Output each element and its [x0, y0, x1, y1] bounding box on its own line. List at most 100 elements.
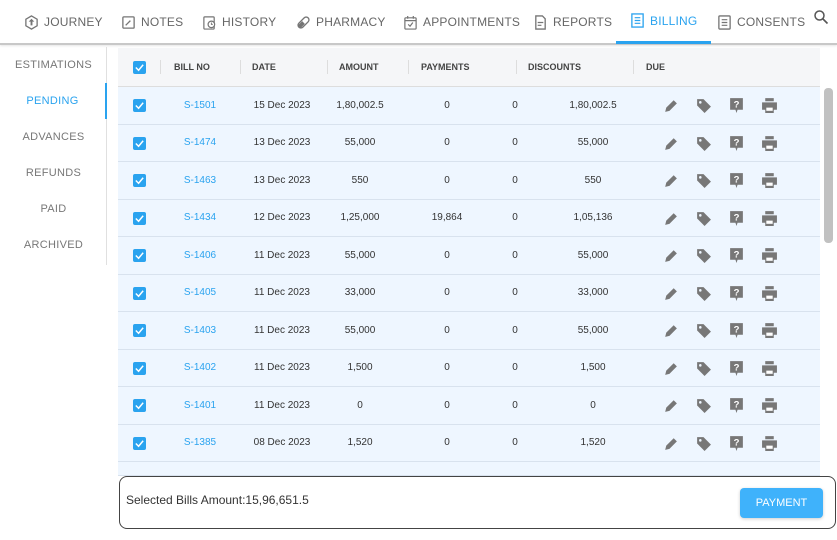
table-row[interactable]: S-1501 15 Dec 2023 1,80,002.5 0 0 1,80,0… [118, 87, 820, 125]
row-checkbox[interactable] [133, 99, 146, 112]
bill-discounts: 0 [512, 287, 518, 299]
table-row[interactable]: S-1401 11 Dec 2023 0 0 0 0? [118, 387, 820, 425]
row-checkbox[interactable] [133, 436, 146, 450]
help-icon[interactable]: ? [728, 397, 745, 414]
header-due[interactable]: DUE [646, 62, 666, 72]
bill-no-link[interactable]: S-1434 [183, 212, 217, 224]
help-icon[interactable]: ? [728, 97, 745, 114]
row-checkbox[interactable] [133, 249, 146, 262]
tag-icon[interactable] [695, 285, 712, 302]
bill-no-link[interactable]: S-1474 [183, 137, 217, 149]
row-checkbox[interactable] [133, 399, 146, 412]
print-icon[interactable] [761, 435, 778, 452]
edit-icon[interactable] [662, 210, 679, 227]
edit-icon[interactable] [662, 97, 679, 114]
print-icon[interactable] [761, 247, 778, 264]
table-row[interactable]: S-1405 11 Dec 2023 33,000 0 0 33,000? [118, 274, 820, 312]
bill-no-link[interactable]: S-1385 [183, 437, 217, 449]
header-discounts[interactable]: DISCOUNTS [528, 62, 582, 72]
tag-icon[interactable] [695, 435, 712, 452]
row-checkbox[interactable] [133, 136, 146, 150]
tag-icon[interactable] [695, 360, 712, 377]
search-icon[interactable] [813, 9, 829, 25]
sidebar-item-archived[interactable]: ARCHIVED [23, 239, 84, 251]
tab-journey[interactable]: JOURNEY [24, 0, 103, 44]
edit-icon[interactable] [662, 285, 679, 302]
tab-billing[interactable]: BILLING [616, 0, 712, 44]
bill-no-link[interactable]: S-1401 [183, 399, 217, 411]
row-checkbox[interactable] [133, 174, 146, 187]
row-checkbox[interactable] [133, 361, 146, 375]
header-bill-no[interactable]: BILL NO [174, 62, 210, 72]
edit-icon[interactable] [662, 172, 679, 189]
print-icon[interactable] [761, 285, 778, 302]
bill-no-link[interactable]: S-1402 [183, 362, 217, 374]
print-icon[interactable] [761, 397, 778, 414]
tag-icon[interactable] [695, 247, 712, 264]
bill-no-link[interactable]: S-1463 [183, 174, 217, 186]
bill-no-link[interactable]: S-1501 [183, 99, 217, 111]
edit-icon[interactable] [662, 397, 679, 414]
tag-icon[interactable] [695, 210, 712, 227]
edit-icon[interactable] [662, 135, 679, 152]
table-row[interactable]: S-1434 12 Dec 2023 1,25,000 19,864 0 1,0… [118, 199, 820, 237]
header-date[interactable]: DATE [252, 62, 276, 72]
tab-pharmacy[interactable]: PHARMACY [296, 0, 386, 44]
payment-button[interactable]: PAYMENT [740, 488, 823, 518]
help-icon[interactable]: ? [728, 247, 745, 264]
table-row[interactable]: S-1385 08 Dec 2023 1,520 0 0 1,520? [118, 424, 820, 462]
header-amount[interactable]: AMOUNT [339, 62, 379, 72]
bill-no-link[interactable]: S-1403 [183, 324, 217, 336]
tab-history[interactable]: HISTORY [202, 0, 276, 44]
tag-icon[interactable] [695, 322, 712, 339]
edit-icon[interactable] [662, 247, 679, 264]
row-checkbox[interactable] [133, 211, 146, 225]
tag-icon[interactable] [695, 172, 712, 189]
edit-icon[interactable] [662, 322, 679, 339]
bill-amount: 1,500 [347, 362, 373, 374]
header-payments[interactable]: PAYMENTS [421, 62, 470, 72]
bill-due: 55,000 [577, 137, 609, 149]
print-icon[interactable] [761, 322, 778, 339]
edit-icon[interactable] [662, 360, 679, 377]
print-icon[interactable] [761, 210, 778, 227]
sidebar-item-advances[interactable]: ADVANCES [22, 131, 85, 143]
row-checkbox[interactable] [133, 324, 146, 337]
sidebar-item-paid[interactable]: PAID [40, 203, 67, 215]
tab-notes[interactable]: NOTES [121, 0, 183, 44]
bill-no-link[interactable]: S-1406 [183, 249, 217, 261]
tab-consents[interactable]: CONSENTS [717, 0, 805, 44]
bill-date: 11 Dec 2023 [254, 324, 310, 336]
table-row[interactable]: S-1406 11 Dec 2023 55,000 0 0 55,000? [118, 237, 820, 275]
table-scrollbar[interactable] [824, 88, 833, 243]
sidebar-item-refunds[interactable]: REFUNDS [25, 167, 82, 179]
tag-icon[interactable] [695, 135, 712, 152]
report-icon [533, 14, 548, 30]
help-icon[interactable]: ? [728, 360, 745, 377]
print-icon[interactable] [761, 97, 778, 114]
table-row[interactable]: S-1463 13 Dec 2023 550 0 0 550? [118, 162, 820, 200]
print-icon[interactable] [761, 360, 778, 377]
table-row[interactable]: S-1402 11 Dec 2023 1,500 0 0 1,500? [118, 349, 820, 387]
bill-discounts: 0 [512, 249, 518, 261]
help-icon[interactable]: ? [728, 135, 745, 152]
help-icon[interactable]: ? [728, 435, 745, 452]
sidebar-item-estimations[interactable]: ESTIMATIONS [14, 59, 93, 71]
print-icon[interactable] [761, 172, 778, 189]
tab-reports[interactable]: REPORTS [533, 0, 612, 44]
help-icon[interactable]: ? [728, 172, 745, 189]
edit-icon[interactable] [662, 435, 679, 452]
help-icon[interactable]: ? [728, 210, 745, 227]
table-row[interactable]: S-1403 11 Dec 2023 55,000 0 0 55,000? [118, 312, 820, 350]
select-all-checkbox[interactable] [133, 61, 146, 74]
bill-no-link[interactable]: S-1405 [183, 287, 217, 299]
help-icon[interactable]: ? [728, 322, 745, 339]
print-icon[interactable] [761, 135, 778, 152]
tag-icon[interactable] [695, 397, 712, 414]
sidebar-item-pending[interactable]: PENDING [0, 83, 107, 119]
tab-appointments[interactable]: APPOINTMENTS [403, 0, 520, 44]
help-icon[interactable]: ? [728, 285, 745, 302]
row-checkbox[interactable] [133, 286, 146, 300]
table-row[interactable]: S-1474 13 Dec 2023 55,000 0 0 55,000? [118, 124, 820, 162]
tag-icon[interactable] [695, 97, 712, 114]
